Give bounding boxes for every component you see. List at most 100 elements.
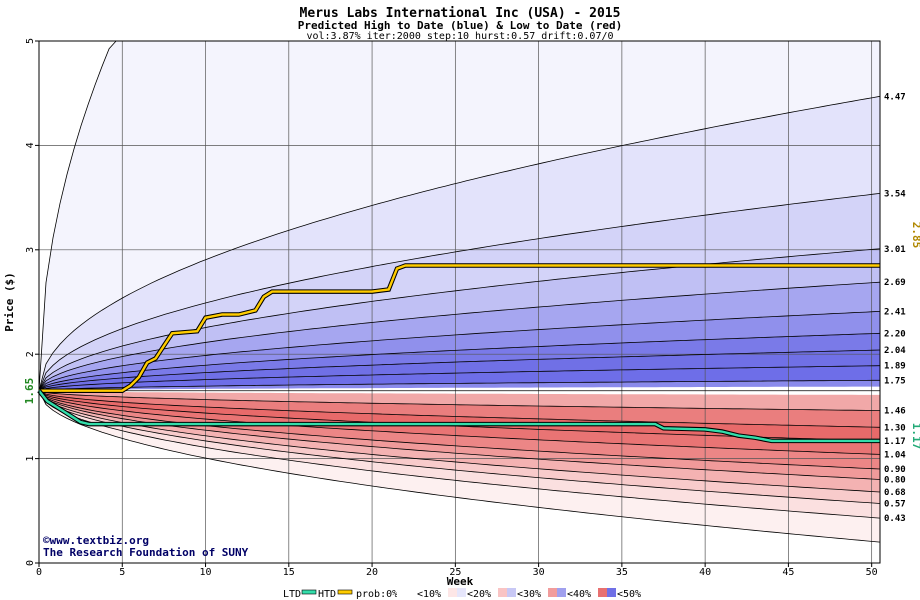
probability-bands [39, 41, 880, 543]
band-end-label-5: 2.20 [884, 329, 906, 339]
legend-swatch-40b [607, 588, 616, 597]
band-end-label-15: 0.68 [884, 488, 906, 498]
band-end-labels: 4.47 3.54 3.01 2.69 2.41 2.20 2.04 1.89 1.75 1.46… [884, 92, 906, 524]
x-tick-label-25: 25 [449, 567, 461, 578]
low-band-4 [39, 390, 880, 480]
band-end-label-13: 0.90 [884, 465, 906, 475]
high-band-2 [39, 193, 880, 391]
series-line-ltd [38, 389, 880, 443]
legend-swatch-40 [598, 588, 607, 597]
band-line-4 [38, 311, 881, 391]
start-price-label: 1.65 [23, 378, 36, 405]
legend-htd-swatch [337, 589, 353, 595]
band-end-label-11: 1.17 [884, 437, 906, 447]
plot-frame [38, 40, 881, 564]
band-end-label-6: 2.04 [884, 346, 906, 356]
legend: LTD HTD prob:0% <10% <20% <30% <40% <50% [283, 588, 641, 600]
chart-params: vol:3.87% iter:2000 step:10 hurst:0.57 d… [306, 31, 613, 42]
band-end-label-16: 0.57 [884, 499, 906, 509]
low-band-2 [39, 390, 880, 504]
band-end-label-2: 3.01 [884, 245, 906, 255]
band-line-12 [38, 390, 881, 455]
y-axis-label: Price ($) [3, 272, 16, 332]
legend-ltd-label: LTD [283, 589, 301, 600]
chart-subtitle: Predicted High to Date (blue) & Low to D… [298, 19, 623, 32]
legend-swatch-20 [498, 588, 507, 597]
legend-swatch-10b [457, 588, 466, 597]
x-tick-label-0: 0 [36, 567, 42, 578]
high-band-0 [39, 41, 880, 391]
low-band-3 [39, 390, 880, 492]
x-tick-label-50: 50 [866, 567, 878, 578]
y-tick-label-1: 1 [25, 456, 36, 462]
x-tick-label-15: 15 [283, 567, 295, 578]
band-end-label-3: 2.69 [884, 278, 906, 288]
x-tick-label-35: 35 [616, 567, 628, 578]
legend-item-40: <40% [567, 589, 591, 600]
ltd-end-label: 1.17 [910, 423, 920, 450]
band-line-1 [38, 193, 881, 391]
high-band-1 [39, 96, 880, 391]
low-band-8 [39, 390, 880, 428]
band-line-3 [38, 281, 881, 391]
legend-swatch-30b [557, 588, 566, 597]
x-tick-label-5: 5 [119, 567, 125, 578]
high-band-8 [39, 365, 880, 391]
high-band-6 [39, 333, 880, 391]
x-tick-label-45: 45 [782, 567, 794, 578]
band-end-label-0: 4.47 [884, 92, 906, 102]
y-tick-label-4: 4 [25, 142, 36, 148]
legend-swatch-20b [507, 588, 516, 597]
y-tick-label-2: 2 [25, 351, 36, 357]
band-line-14 [38, 390, 881, 480]
band-line-7 [38, 365, 881, 392]
high-band-9 [39, 380, 880, 391]
high-band-7 [39, 350, 880, 391]
legend-htd-label: HTD [318, 589, 336, 600]
band-end-label-9: 1.46 [884, 407, 906, 417]
watermark-line-2: The Research Foundation of SUNY [43, 546, 249, 559]
legend-swatch-10 [448, 588, 457, 597]
legend-prob-label: prob:0% [356, 589, 398, 600]
band-end-label-12: 1.04 [884, 450, 906, 460]
x-tick-label-10: 10 [200, 567, 212, 578]
low-band-9 [39, 390, 880, 411]
low-band-1 [39, 390, 880, 519]
low-band-0 [39, 390, 880, 543]
band-line-0 [38, 95, 881, 391]
series-line-htd [39, 264, 880, 392]
high-band-5 [39, 311, 880, 391]
legend-swatch-0 [397, 588, 406, 597]
high-band-4 [39, 282, 880, 391]
chart-title: Merus Labs International Inc (USA) - 201… [300, 6, 621, 21]
x-axis-label: Week [447, 575, 474, 588]
band-line-6 [38, 349, 881, 392]
x-tick-label-30: 30 [533, 567, 545, 578]
x-tick-label-40: 40 [699, 567, 711, 578]
high-band-3 [39, 248, 880, 391]
band-line-8 [38, 379, 880, 392]
band-line-9 [38, 390, 881, 411]
legend-item-20: <20% [467, 589, 491, 600]
band-end-label-7: 1.89 [884, 362, 906, 372]
band-line-16 [38, 390, 881, 504]
grid-lines [39, 41, 880, 563]
low-band-5 [39, 390, 880, 469]
y-tick-label-5: 5 [25, 38, 36, 44]
band-line-outer-low [38, 390, 881, 543]
band-line-17 [38, 390, 881, 519]
legend-ltd-swatch [301, 589, 317, 595]
band-line-5 [38, 332, 881, 392]
band-end-label-8: 1.75 [884, 376, 906, 386]
band-end-label-17: 0.43 [884, 514, 906, 524]
band-end-label-14: 0.80 [884, 475, 906, 485]
band-end-label-4: 2.41 [884, 307, 906, 317]
band-line-10 [38, 390, 881, 428]
band-line-15 [38, 390, 881, 493]
htd-end-label: 2.85 [910, 222, 920, 249]
legend-item-30: <30% [517, 589, 541, 600]
legend-item-10: <10% [417, 589, 441, 600]
series-lines [37, 263, 880, 444]
